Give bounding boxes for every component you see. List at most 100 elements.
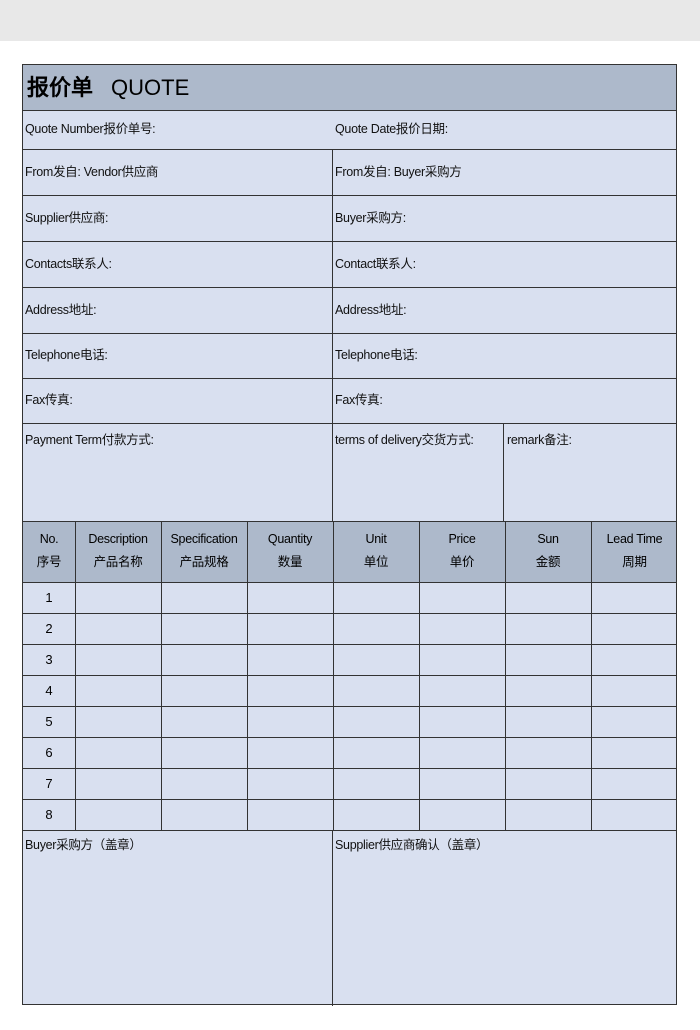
field-from-buyer[interactable]: From发自: Buyer采购方	[335, 165, 462, 179]
table-cell[interactable]	[333, 613, 419, 644]
table-cell[interactable]	[505, 737, 591, 768]
table-cell[interactable]	[333, 644, 419, 675]
table-cell[interactable]	[75, 582, 161, 613]
table-cell[interactable]	[247, 613, 333, 644]
row-divider	[23, 830, 676, 831]
field-quote-date[interactable]: Quote Date报价日期:	[335, 122, 448, 136]
table-cell[interactable]	[161, 644, 247, 675]
column-header-en: Price	[448, 532, 476, 546]
field-address-right[interactable]: Address地址:	[335, 303, 407, 317]
field-fax-left[interactable]: Fax传真:	[25, 393, 73, 407]
column-divider	[161, 521, 162, 830]
table-cell[interactable]	[591, 737, 678, 768]
row-divider	[23, 706, 676, 707]
field-supplier[interactable]: Supplier供应商:	[25, 211, 109, 225]
field-telephone-left[interactable]: Telephone电话:	[25, 348, 108, 362]
table-cell[interactable]	[505, 799, 591, 830]
table-cell[interactable]	[161, 768, 247, 799]
table-cell[interactable]	[419, 644, 505, 675]
field-from-vendor[interactable]: From发自: Vendor供应商	[25, 165, 159, 179]
row-number: 6	[45, 745, 53, 760]
table-cell[interactable]	[419, 675, 505, 706]
table-cell[interactable]	[333, 582, 419, 613]
table-cell[interactable]	[591, 675, 678, 706]
table-cell[interactable]	[247, 582, 333, 613]
table-cell[interactable]	[75, 644, 161, 675]
column-header-cn: 数量	[277, 555, 303, 569]
row-number: 4	[45, 683, 53, 698]
field-remark[interactable]: remark备注:	[507, 433, 572, 447]
table-cell[interactable]	[591, 799, 678, 830]
table-cell[interactable]	[161, 582, 247, 613]
table-cell[interactable]	[591, 582, 678, 613]
table-cell[interactable]	[505, 644, 591, 675]
column-header-en: Specification	[170, 532, 238, 546]
table-cell[interactable]	[419, 737, 505, 768]
table-cell[interactable]	[247, 706, 333, 737]
table-cell[interactable]	[333, 706, 419, 737]
table-cell[interactable]	[505, 768, 591, 799]
buyer-signature[interactable]: Buyer采购方（盖章）	[25, 838, 142, 852]
row-divider	[23, 287, 676, 288]
column-header-cn: 序号	[36, 555, 62, 569]
table-cell[interactable]	[591, 613, 678, 644]
row-divider	[23, 521, 676, 522]
supplier-signature[interactable]: Supplier供应商确认（盖章）	[335, 838, 489, 852]
column-header: No. 序号	[23, 521, 75, 582]
table-cell[interactable]	[161, 706, 247, 737]
table-cell[interactable]	[591, 706, 678, 737]
row-divider	[23, 423, 676, 424]
column-header: Price 单价	[419, 521, 505, 582]
column-divider	[332, 830, 333, 1006]
table-cell[interactable]	[161, 737, 247, 768]
table-cell[interactable]	[419, 582, 505, 613]
table-cell[interactable]	[247, 644, 333, 675]
table-cell[interactable]	[505, 706, 591, 737]
table-cell[interactable]	[75, 799, 161, 830]
table-cell[interactable]	[333, 768, 419, 799]
table-cell[interactable]	[419, 613, 505, 644]
table-cell[interactable]	[247, 768, 333, 799]
field-buyer[interactable]: Buyer采购方:	[335, 211, 406, 225]
column-header-cn: 产品名称	[93, 555, 143, 569]
column-header-en: Description	[88, 532, 148, 546]
row-divider	[23, 149, 676, 150]
table-cell[interactable]	[505, 613, 591, 644]
table-cell[interactable]	[75, 675, 161, 706]
table-cell[interactable]	[75, 613, 161, 644]
field-fax-right[interactable]: Fax传真:	[335, 393, 383, 407]
field-address-left[interactable]: Address地址:	[25, 303, 97, 317]
table-cell[interactable]	[161, 613, 247, 644]
field-contacts-left[interactable]: Contacts联系人:	[25, 257, 112, 271]
table-cell[interactable]	[247, 675, 333, 706]
table-cell[interactable]	[75, 737, 161, 768]
table-cell[interactable]	[161, 675, 247, 706]
field-payment-term[interactable]: Payment Term付款方式:	[25, 433, 154, 447]
column-header: Unit 单位	[333, 521, 419, 582]
form-title: 报价单 QUOTE	[23, 65, 676, 110]
table-cell[interactable]	[505, 675, 591, 706]
table-cell[interactable]	[75, 768, 161, 799]
field-contacts-right[interactable]: Contact联系人:	[335, 257, 416, 271]
field-delivery-terms[interactable]: terms of delivery交货方式:	[335, 433, 474, 447]
table-cell[interactable]	[247, 737, 333, 768]
table-cell[interactable]	[419, 799, 505, 830]
table-cell[interactable]	[161, 799, 247, 830]
table-cell[interactable]	[419, 768, 505, 799]
table-cell[interactable]	[333, 799, 419, 830]
table-cell[interactable]	[591, 644, 678, 675]
column-divider	[505, 521, 506, 830]
table-cell[interactable]	[419, 706, 505, 737]
column-header-cn: 单位	[363, 555, 389, 569]
field-quote-number[interactable]: Quote Number报价单号:	[25, 122, 156, 136]
table-cell[interactable]	[333, 737, 419, 768]
table-cell[interactable]	[75, 706, 161, 737]
field-telephone-right[interactable]: Telephone电话:	[335, 348, 418, 362]
table-cell[interactable]	[333, 675, 419, 706]
table-cell[interactable]	[505, 582, 591, 613]
column-divider	[332, 149, 333, 195]
table-cell[interactable]	[247, 799, 333, 830]
row-number: 2	[45, 621, 53, 636]
table-cell[interactable]	[591, 768, 678, 799]
row-divider	[23, 110, 676, 111]
